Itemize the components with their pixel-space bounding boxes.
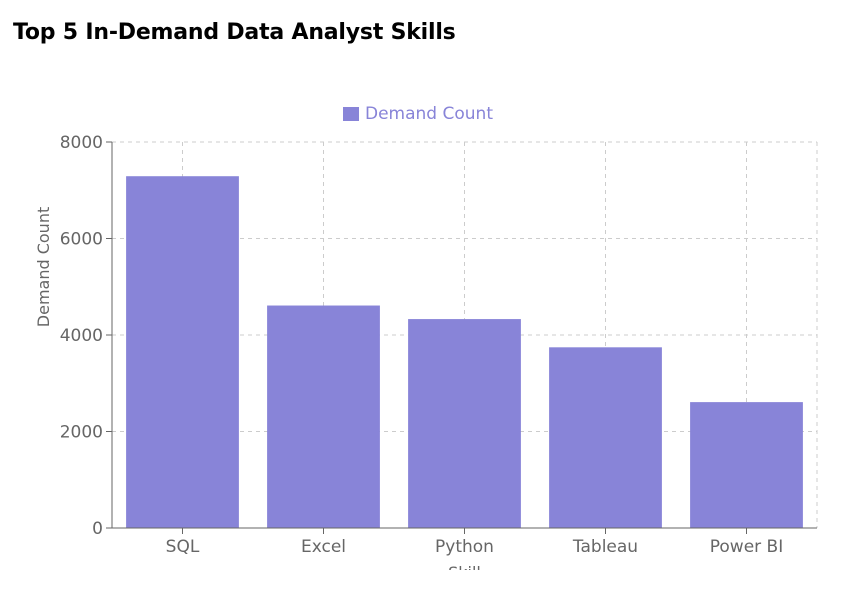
- page-title: Top 5 In-Demand Data Analyst Skills: [13, 20, 456, 45]
- x-tick-label: Excel: [301, 537, 346, 557]
- x-tick-label: Power BI: [710, 537, 783, 557]
- legend[interactable]: Demand Count: [343, 104, 493, 124]
- bar-excel[interactable]: [267, 305, 380, 528]
- x-tick-label: SQL: [166, 537, 200, 557]
- x-tick-labels: SQL Excel Python Tableau Power BI: [166, 528, 783, 557]
- y-tick-label: 8000: [60, 133, 103, 153]
- legend-label: Demand Count: [365, 104, 493, 124]
- y-tick-label: 6000: [60, 230, 103, 250]
- bars: [126, 176, 803, 529]
- y-tick-labels: 0 2000 4000 6000 8000: [60, 133, 112, 539]
- y-tick-label: 0: [92, 519, 103, 539]
- legend-swatch: [343, 107, 359, 121]
- y-tick-label: 2000: [60, 423, 103, 443]
- bar-tableau[interactable]: [549, 347, 662, 528]
- y-axis-title: Demand Count: [34, 207, 53, 327]
- bar-sql[interactable]: [126, 176, 239, 529]
- bar-python[interactable]: [408, 319, 521, 528]
- bar-power-bi[interactable]: [690, 402, 803, 528]
- y-tick-label: 4000: [60, 326, 103, 346]
- x-tick-label: Python: [435, 537, 494, 557]
- x-axis-title: Skill: [448, 563, 481, 582]
- x-tick-label: Tableau: [572, 537, 638, 557]
